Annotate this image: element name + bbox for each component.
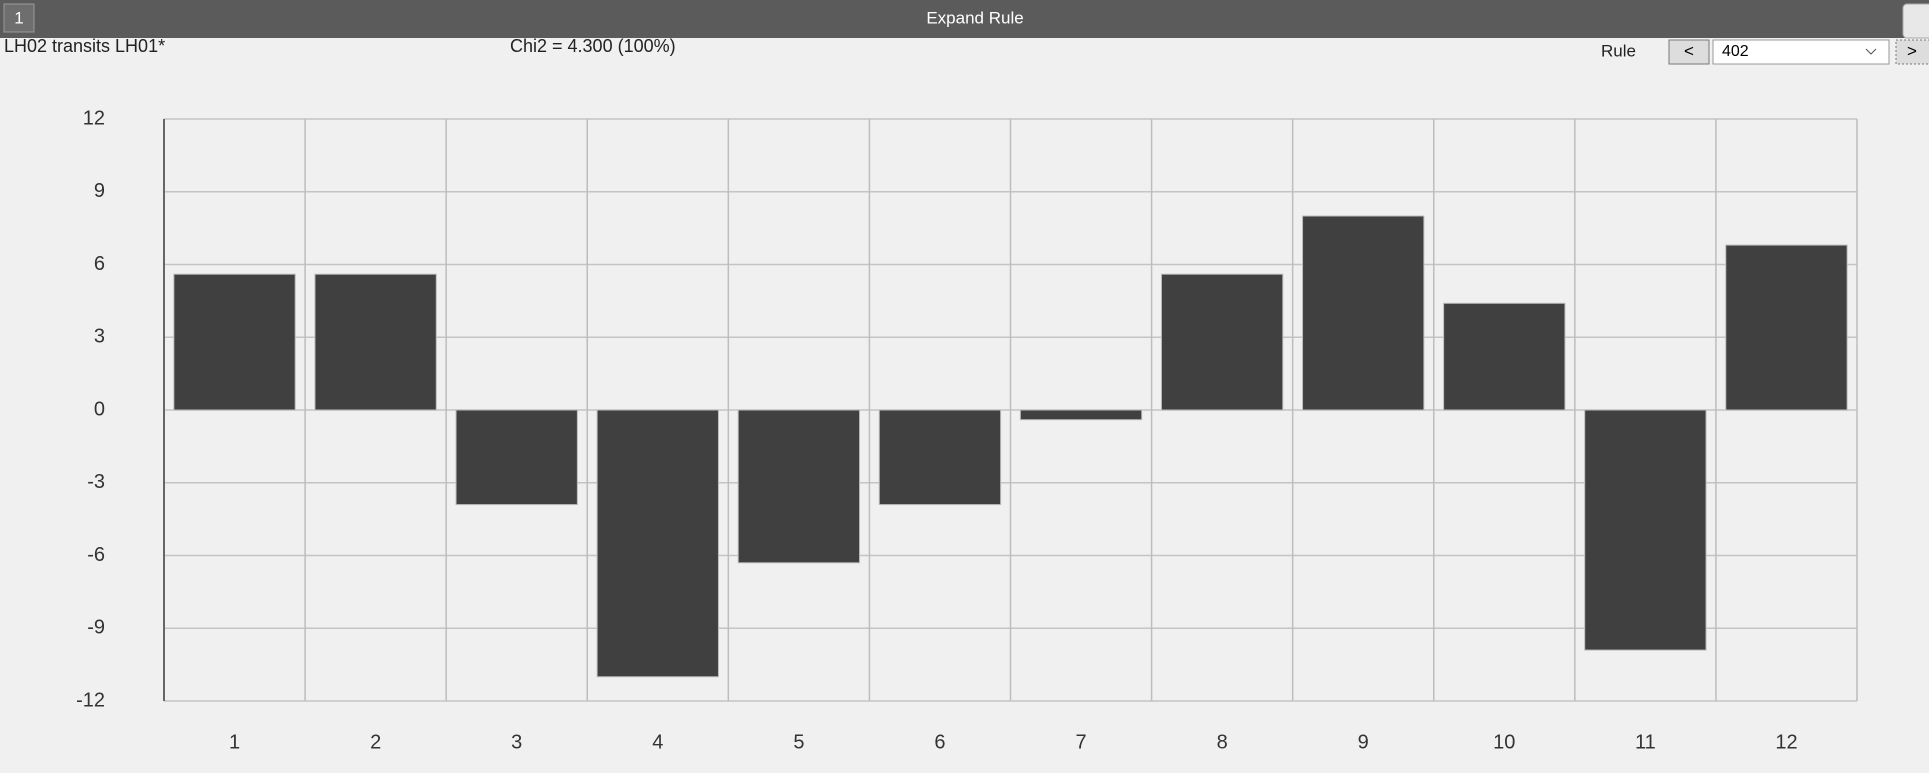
bar [1019,409,1143,421]
bar [1160,273,1284,411]
y-tick-label: -3 [87,471,105,493]
y-tick-label: 9 [94,180,105,202]
x-tick-label: 3 [511,731,522,753]
rule-select[interactable] [1712,39,1890,65]
title-bar [0,0,1929,38]
tab[interactable] [3,3,35,33]
dropdown-arrow [1865,48,1877,55]
bar [878,409,1002,506]
x-tick-label: 8 [1217,731,1228,753]
bar [1584,409,1707,651]
bar [737,409,861,564]
next-label[interactable]: > [1907,41,1917,60]
y-tick-label: -9 [87,617,105,639]
y-tick-label: 0 [94,398,105,420]
bar [1725,244,1848,411]
y-tick-label: 12 [83,107,105,129]
prev-label[interactable]: < [1684,41,1694,60]
x-tick-label: 2 [370,731,381,753]
tab-label[interactable]: 1 [14,8,23,27]
chi2: Chi2 = 4.300 (100%) [510,36,676,56]
x-tick-label: 9 [1358,731,1369,753]
x-tick-label: 7 [1075,731,1086,753]
bar [1302,215,1425,411]
x-tick-label: 11 [1635,731,1656,753]
x-tick-label: 10 [1493,731,1515,753]
x-tick-label: 12 [1775,731,1797,753]
rule-value[interactable]: 402 [1722,43,1749,60]
bar [173,273,296,411]
y-tick-label: 6 [94,253,105,275]
x-tick-label: 5 [793,731,804,753]
x-tick-label: 1 [229,731,240,753]
rule-label: Rule [1601,41,1636,60]
prev-button[interactable] [1668,39,1710,65]
bar [596,409,719,678]
y-tick-label: -6 [87,544,105,566]
x-tick-label: 6 [934,731,945,753]
bar [1443,302,1566,411]
rule-name: LH02 transits LH01* [4,36,165,56]
next-button[interactable] [1895,39,1929,65]
y-tick-label: -12 [76,689,105,711]
window-title: Expand Rule [926,8,1023,27]
window-button[interactable] [1902,3,1929,39]
bar [455,409,578,506]
x-tick-label: 4 [652,731,663,753]
bar [314,273,437,411]
y-tick-label: 3 [94,326,105,348]
